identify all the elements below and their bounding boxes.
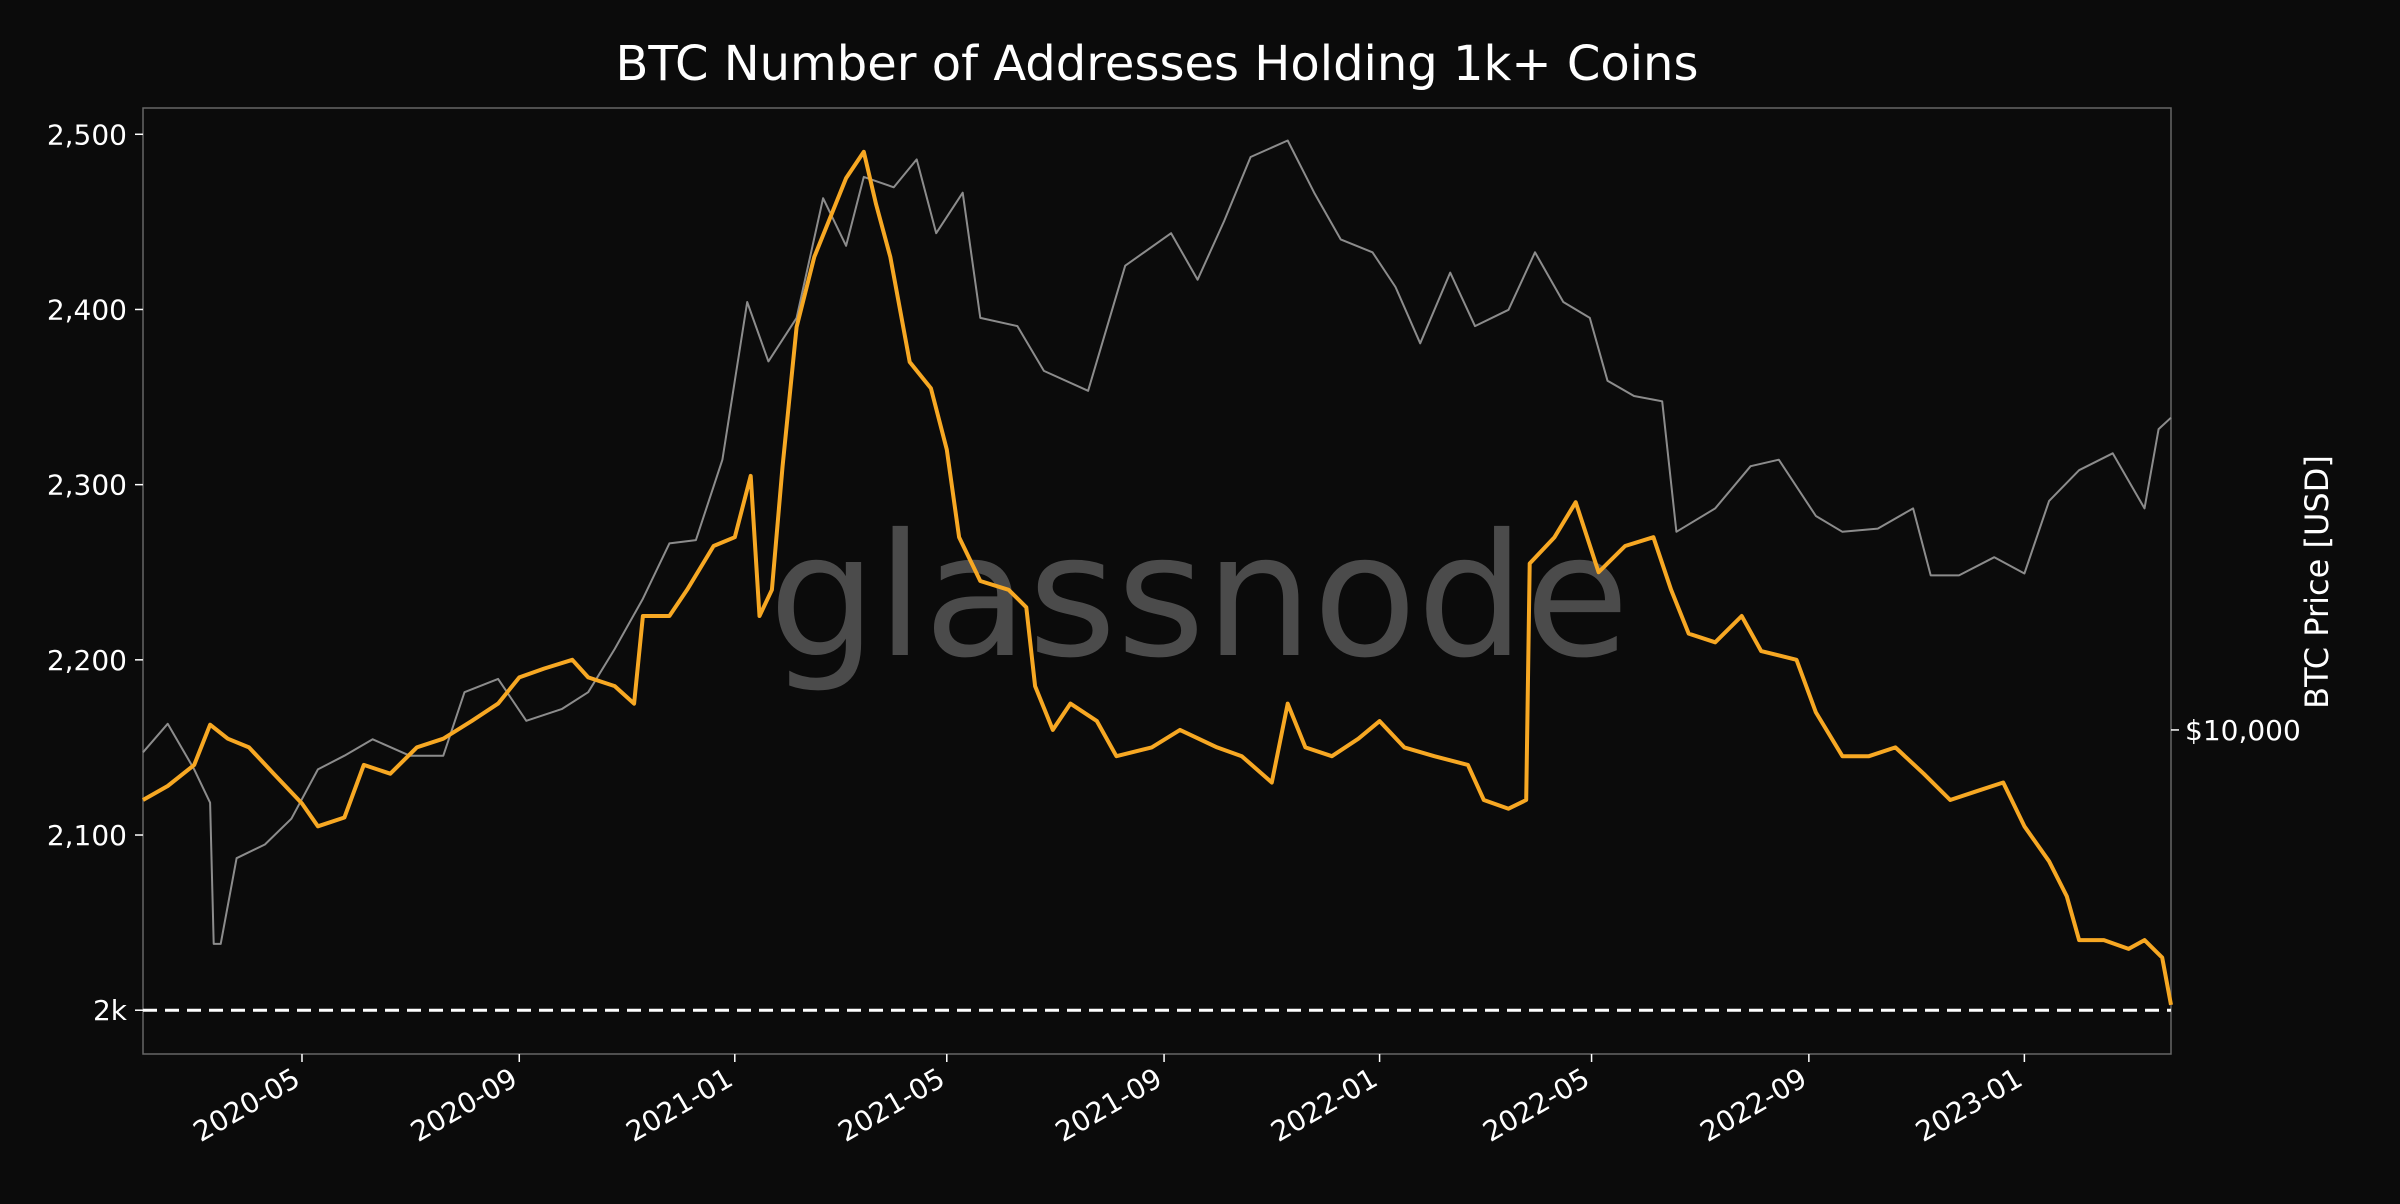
y2-axis-label: BTC Price [USD] [2298, 455, 2336, 709]
y-tick-label: 2,500 [47, 118, 127, 151]
y-tick-label: 2,200 [47, 644, 127, 677]
y-tick-label: 2,400 [47, 293, 127, 326]
y-tick-label: 2k [93, 994, 128, 1027]
y-tick-label: 2,100 [47, 819, 127, 852]
y2-tick-label: $10,000 [2185, 714, 2301, 747]
y-axis-right: $10,000 [2171, 714, 2301, 747]
y-axis-left: 2k 2,100 2,200 2,300 2,400 2,500 [47, 118, 143, 1027]
series-layer [142, 139, 2173, 1012]
y-tick-label: 2,300 [47, 469, 127, 502]
plot-frame [142, 107, 2172, 1055]
series-line-addresses-1k-plus [142, 149, 2173, 1006]
series-line-btc-price [142, 139, 2172, 945]
watermark: glassnode [769, 498, 1630, 696]
chart-title: BTC Number of Addresses Holding 1k+ Coin… [616, 36, 1699, 92]
